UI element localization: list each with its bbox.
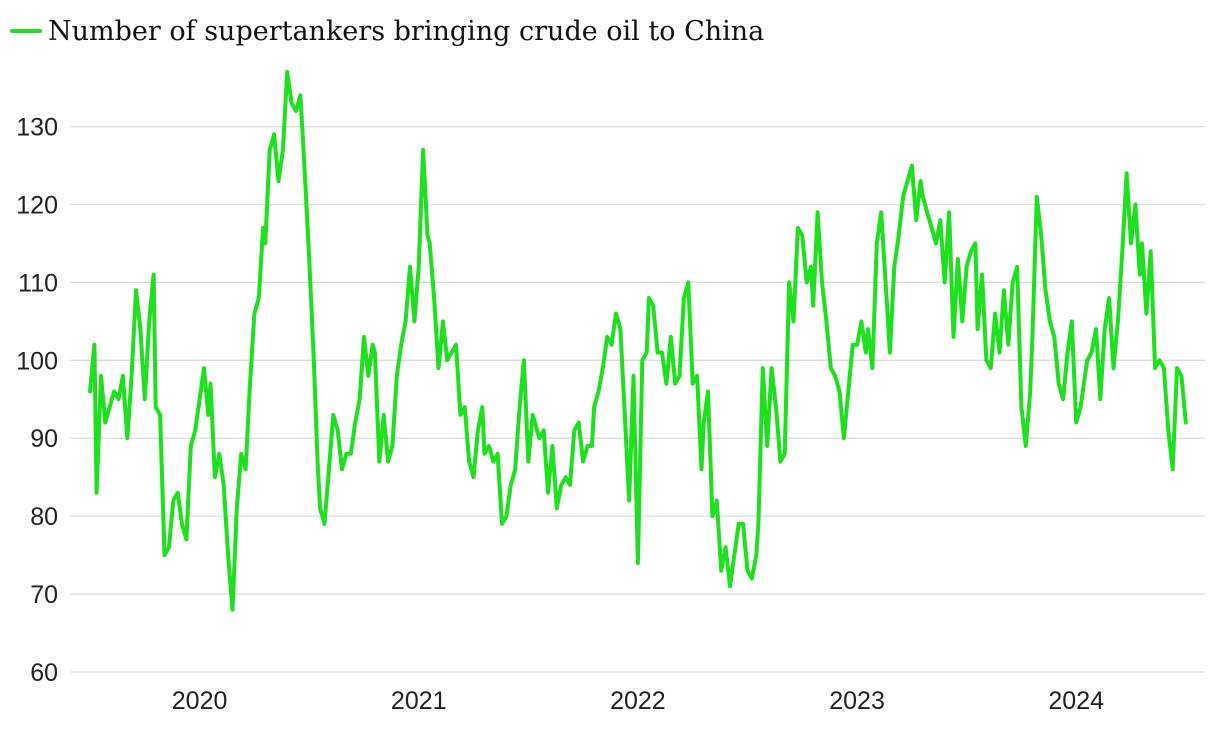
y-tick-label: 100 [16, 347, 58, 375]
y-tick-label: 90 [30, 425, 58, 453]
y-tick-label: 110 [18, 269, 58, 297]
series-line [88, 70, 1188, 612]
x-tick-label: 2023 [829, 687, 885, 715]
y-tick-label: 80 [30, 503, 58, 531]
x-axis-tick-labels: 2020 2021 2022 2023 2024 [172, 687, 1104, 715]
x-tick-label: 2022 [610, 687, 666, 715]
y-axis-tick-labels: 60 70 80 90 100 110 120 130 [16, 114, 58, 687]
y-tick-label: 60 [30, 659, 58, 687]
legend: Number of supertankers bringing crude oi… [10, 16, 764, 47]
x-tick-label: 2024 [1048, 687, 1104, 715]
y-tick-label: 130 [16, 114, 58, 142]
x-tick-label: 2020 [172, 687, 228, 715]
y-tick-label: 70 [30, 581, 58, 609]
y-tick-label: 120 [16, 191, 58, 219]
x-tick-label: 2021 [391, 687, 447, 715]
legend-label: Number of supertankers bringing crude oi… [48, 16, 764, 47]
